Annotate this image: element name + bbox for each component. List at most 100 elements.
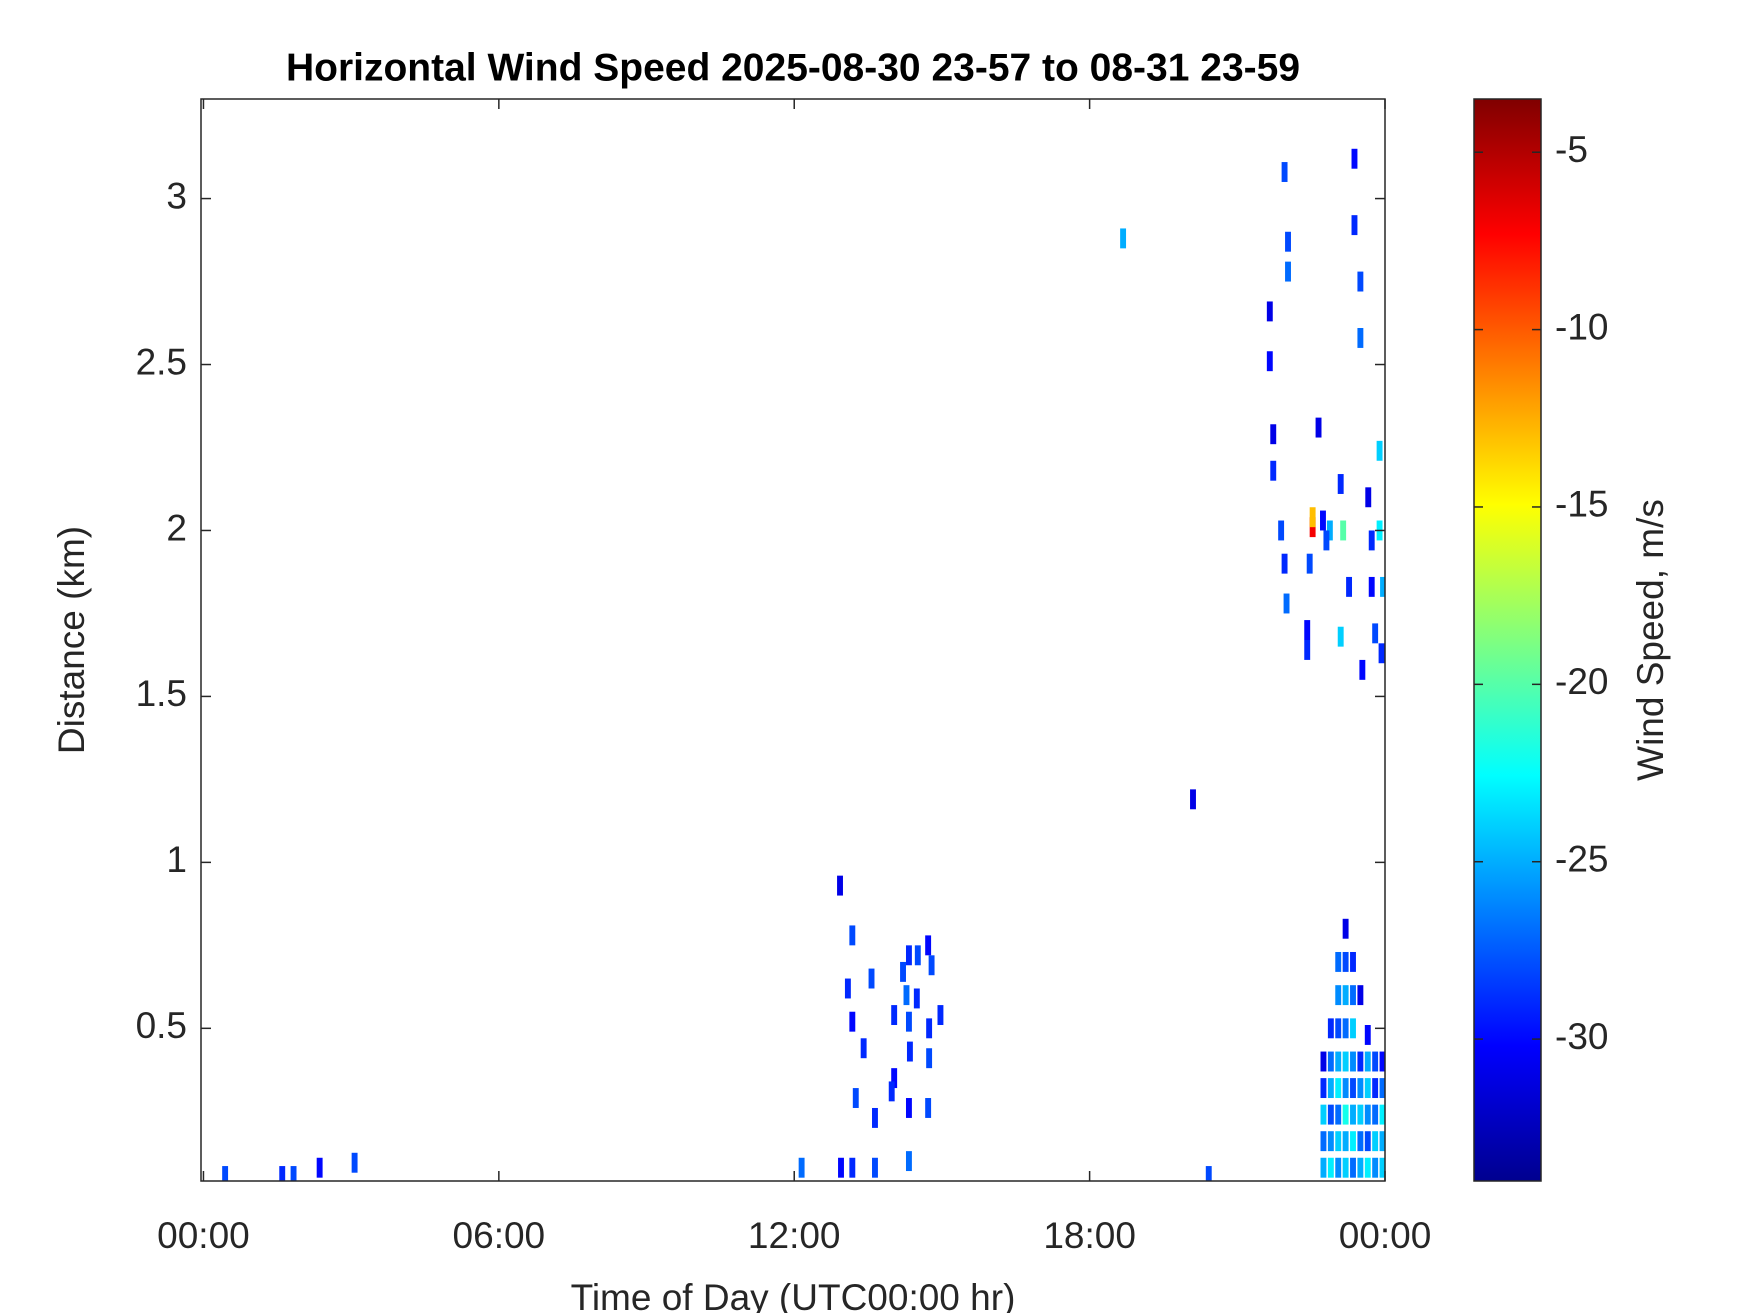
heatmap-cell xyxy=(1350,985,1356,1006)
heatmap-cell xyxy=(926,1048,933,1069)
heatmap-cell xyxy=(1283,593,1290,614)
heatmap-cells xyxy=(222,148,1385,1181)
heatmap-cell xyxy=(1281,162,1288,182)
heatmap-cell xyxy=(1357,1131,1364,1152)
y-tick-label: 0.5 xyxy=(136,1005,187,1046)
y-tick-label: 2.5 xyxy=(136,341,187,382)
heatmap-cell xyxy=(1304,620,1311,640)
heatmap-cell xyxy=(1120,228,1127,249)
heatmap-cell xyxy=(1357,985,1364,1006)
heatmap-cell xyxy=(888,1081,895,1102)
heatmap-cell xyxy=(1357,1078,1364,1099)
heatmap-cell xyxy=(1326,520,1333,541)
heatmap-cell xyxy=(837,875,843,896)
x-axis-label: Time of Day (UTC00:00 hr) xyxy=(571,1277,1016,1313)
y-axis-label: Distance (km) xyxy=(51,526,92,754)
heatmap-cell xyxy=(1346,576,1353,597)
colorbar-tick-label: -10 xyxy=(1555,306,1608,347)
heatmap-cell xyxy=(937,1005,944,1026)
heatmap-cell xyxy=(1364,1078,1371,1099)
heatmap-cell xyxy=(1364,1051,1371,1072)
heatmap-cell xyxy=(872,1107,878,1128)
heatmap-cell xyxy=(872,1157,878,1178)
heatmap-cell xyxy=(1368,576,1375,597)
x-tick-label: 12:00 xyxy=(748,1215,841,1256)
y-tick-label: 1.5 xyxy=(136,673,187,714)
heatmap-cell xyxy=(351,1152,358,1173)
heatmap-cell xyxy=(1379,1078,1385,1099)
colorbar-tick-label: -20 xyxy=(1555,661,1608,702)
heatmap-cell xyxy=(926,1018,933,1039)
heatmap-cell xyxy=(905,1011,912,1032)
y-tick-label: 2 xyxy=(166,507,187,548)
heatmap-cell xyxy=(1306,553,1313,574)
heatmap-cell xyxy=(1335,1078,1342,1099)
heatmap-cell xyxy=(905,945,912,966)
heatmap-cell xyxy=(1327,1018,1334,1039)
heatmap-cell xyxy=(1320,1051,1327,1072)
heatmap-cell xyxy=(1350,1078,1356,1099)
heatmap-cell xyxy=(1337,474,1344,494)
heatmap-cell xyxy=(1351,215,1358,236)
heatmap-cell xyxy=(1364,1104,1371,1125)
heatmap-cell xyxy=(1320,510,1326,531)
heatmap-cell xyxy=(1340,520,1347,541)
heatmap-cell xyxy=(1270,424,1277,445)
heatmap-cell xyxy=(1379,1104,1385,1125)
heatmap-cell xyxy=(1378,643,1385,664)
heatmap-cell xyxy=(1357,271,1364,292)
heatmap-cell xyxy=(1320,1157,1327,1178)
heatmap-cell xyxy=(1335,1018,1342,1039)
heatmap-cell xyxy=(1372,1051,1379,1072)
colorbar-label: Wind Speed, m/s xyxy=(1630,499,1671,781)
heatmap-cell xyxy=(1320,1131,1327,1152)
heatmap-cell xyxy=(1304,640,1311,660)
x-tick-label: 00:00 xyxy=(1339,1215,1432,1256)
heatmap-cell xyxy=(838,1157,844,1178)
heatmap-cell xyxy=(1342,1078,1349,1099)
heatmap-cell xyxy=(849,1157,856,1178)
chart-title: Horizontal Wind Speed 2025-08-30 23-57 t… xyxy=(286,46,1300,89)
heatmap-cell xyxy=(1364,1157,1371,1178)
heatmap-cell xyxy=(914,945,921,966)
heatmap-cell xyxy=(852,1088,859,1108)
heatmap-cell xyxy=(1351,148,1358,169)
colorbar-tick-label: -30 xyxy=(1555,1016,1608,1057)
heatmap-cell xyxy=(1266,351,1273,372)
heatmap-cell xyxy=(928,955,935,976)
heatmap-cell xyxy=(1342,985,1349,1006)
heatmap-cell xyxy=(1335,951,1342,972)
heatmap-cell xyxy=(1335,1131,1342,1152)
heatmap-cell xyxy=(1342,1104,1349,1125)
heatmap-cell xyxy=(290,1166,297,1181)
heatmap-cell xyxy=(1327,1157,1334,1178)
heatmap-cell xyxy=(1309,507,1316,528)
heatmap-cell xyxy=(1350,951,1356,972)
heatmap-cell xyxy=(844,978,851,999)
colorbar xyxy=(1474,99,1541,1181)
heatmap-cell xyxy=(316,1157,323,1178)
heatmap-cell xyxy=(1342,918,1349,939)
heatmap-cell xyxy=(1266,301,1273,322)
heatmap-cell xyxy=(1320,1104,1327,1125)
x-tick-label: 00:00 xyxy=(157,1215,250,1256)
heatmap-cell xyxy=(1364,1131,1371,1152)
heatmap-cell xyxy=(1342,1157,1349,1178)
heatmap-cell xyxy=(1372,1131,1379,1152)
heatmap-cell xyxy=(798,1157,805,1178)
x-tick-label: 18:00 xyxy=(1043,1215,1136,1256)
heatmap-cell xyxy=(868,968,875,989)
heatmap-cell xyxy=(1376,440,1383,461)
heatmap-cell xyxy=(1335,1051,1342,1072)
heatmap-cell xyxy=(1335,1104,1342,1125)
heatmap-cell xyxy=(1350,1131,1356,1152)
heatmap-cell xyxy=(1285,231,1291,252)
heatmap-cell xyxy=(903,985,910,1006)
heatmap-cell xyxy=(906,1041,913,1062)
heatmap-cell xyxy=(925,935,932,956)
heatmap-cell xyxy=(1357,1157,1364,1178)
heatmap-cell xyxy=(1342,1131,1349,1152)
plot-frame xyxy=(200,98,1386,1182)
heatmap-cell xyxy=(891,1005,898,1026)
